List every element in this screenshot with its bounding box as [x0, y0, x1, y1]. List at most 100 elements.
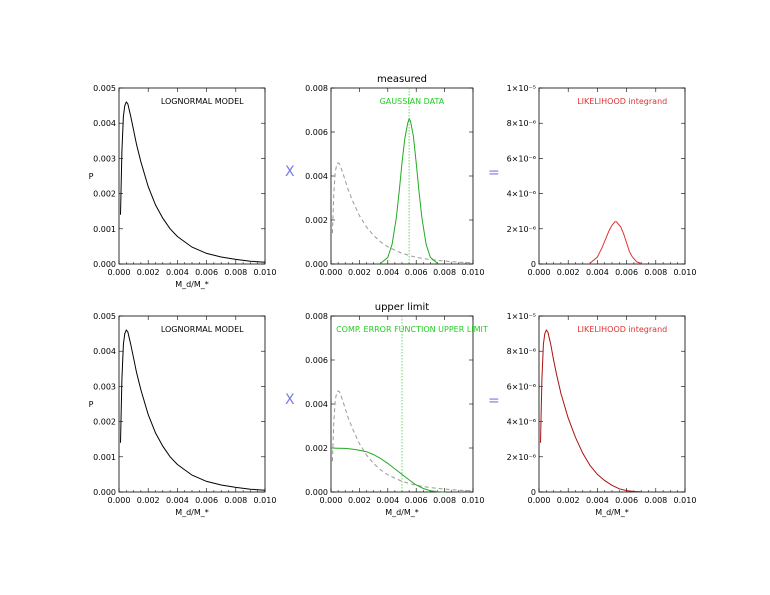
- series-line: [120, 101, 266, 263]
- y-tick-label: 0.004: [93, 119, 116, 128]
- panel-title: upper limit: [375, 302, 430, 313]
- y-tick-label: 0.000: [93, 488, 116, 497]
- series-line: [589, 221, 642, 264]
- x-tick-label: 0.000: [320, 268, 343, 277]
- x-axis-label: M_d/M_*: [175, 508, 209, 517]
- y-tick-label: 0: [531, 260, 536, 269]
- y-tick-label: 0.005: [93, 312, 116, 321]
- x-tick-label: 0.008: [224, 268, 247, 277]
- x-tick-label: 0.006: [615, 268, 638, 277]
- x-tick-label: 0.004: [586, 268, 609, 277]
- x-axis-label: M_d/M_*: [385, 508, 419, 517]
- x-tick-label: 0.004: [376, 496, 399, 505]
- x-tick-label: 0.008: [433, 268, 456, 277]
- panel-annotation: LIKELIHOOD integrand: [577, 97, 667, 106]
- x-tick-label: 0.000: [108, 496, 131, 505]
- y-tick-label: 0.006: [305, 128, 328, 137]
- x-axis-label: M_d/M_*: [595, 508, 629, 517]
- x-tick-label: 0.008: [644, 496, 667, 505]
- y-axis-label: P: [89, 172, 94, 181]
- y-tick-label: 6×10⁻⁶: [507, 154, 536, 163]
- series-line: [120, 329, 266, 491]
- y-tick-label: 8×10⁻⁶: [507, 119, 536, 128]
- panel-p6: 0.000 0.002 0.004 0.006 0.008 0.010 0 2×10⁻⁶ 4×1…: [507, 312, 697, 517]
- x-tick-label: 0.002: [557, 268, 580, 277]
- x-tick-label: 0.008: [644, 268, 667, 277]
- x-tick-label: 0.004: [166, 496, 189, 505]
- x-tick-label: 0.002: [348, 268, 371, 277]
- y-tick-label: 4×10⁻⁶: [507, 418, 536, 427]
- y-tick-label: 0.008: [305, 84, 328, 93]
- series-line: [540, 329, 642, 493]
- x-tick-label: 0.004: [376, 268, 399, 277]
- plot-frame: [118, 315, 266, 493]
- x-tick-label: 0.002: [137, 268, 160, 277]
- series-line-model-dashed: [331, 162, 474, 264]
- y-tick-label: 0.001: [93, 453, 116, 462]
- panel-p5: 0.000 0.002 0.004 0.006 0.008 0.010 0.000 0.002…: [305, 302, 488, 517]
- x-tick-label: 0.010: [674, 496, 697, 505]
- x-tick-label: 0.010: [254, 496, 277, 505]
- panel-annotation: LOGNORMAL MODEL: [161, 325, 244, 334]
- operator-equals-top: =: [488, 165, 500, 181]
- panel-title: measured: [377, 74, 427, 85]
- y-tick-label: 8×10⁻⁶: [507, 347, 536, 356]
- x-tick-label: 0.008: [433, 496, 456, 505]
- x-tick-label: 0.006: [195, 496, 218, 505]
- panel-p2: 0.000 0.002 0.004 0.006 0.008 0.010 0.000 0.002…: [305, 74, 484, 277]
- y-tick-label: 0.004: [305, 172, 328, 181]
- y-tick-label: 0.002: [305, 444, 328, 453]
- x-tick-label: 0.006: [615, 496, 638, 505]
- panel-p1: 0.000 0.002 0.004 0.006 0.008 0.010 0.000 0.001…: [89, 84, 277, 289]
- x-tick-label: 0.006: [405, 496, 428, 505]
- y-tick-label: 0.000: [93, 260, 116, 269]
- x-tick-label: 0.010: [254, 268, 277, 277]
- y-tick-label: 1×10⁻⁵: [507, 312, 536, 321]
- operator-multiply-bottom: X: [285, 392, 295, 408]
- y-tick-label: 0.002: [305, 216, 328, 225]
- y-tick-label: 0.003: [93, 382, 116, 391]
- y-tick-label: 0.004: [93, 347, 116, 356]
- y-tick-label: 0.008: [305, 312, 328, 321]
- panel-annotation: LOGNORMAL MODEL: [161, 97, 244, 106]
- y-tick-label: 2×10⁻⁶: [507, 225, 536, 234]
- x-tick-label: 0.000: [108, 268, 131, 277]
- x-tick-label: 0.006: [405, 268, 428, 277]
- x-tick-label: 0.006: [195, 268, 218, 277]
- x-tick-label: 0.010: [462, 268, 485, 277]
- plot-frame: [538, 87, 686, 265]
- y-tick-label: 0.000: [305, 260, 328, 269]
- y-tick-label: 0.002: [93, 418, 116, 427]
- panel-p3: 0.000 0.002 0.004 0.006 0.008 0.010 0 2×10⁻⁶ 4×1…: [507, 84, 697, 277]
- series-line-model-dashed: [331, 390, 474, 492]
- x-tick-label: 0.008: [224, 496, 247, 505]
- y-tick-label: 6×10⁻⁶: [507, 382, 536, 391]
- x-tick-label: 0.010: [462, 496, 485, 505]
- x-tick-label: 0.000: [528, 496, 551, 505]
- y-tick-label: 4×10⁻⁶: [507, 190, 536, 199]
- y-tick-label: 0: [531, 488, 536, 497]
- y-tick-label: 0.003: [93, 154, 116, 163]
- y-tick-label: 0.000: [305, 488, 328, 497]
- y-tick-label: 0.004: [305, 400, 328, 409]
- y-tick-label: 0.002: [93, 190, 116, 199]
- x-tick-label: 0.010: [674, 268, 697, 277]
- plot-frame: [330, 87, 474, 265]
- y-tick-label: 2×10⁻⁶: [507, 453, 536, 462]
- x-tick-label: 0.000: [528, 268, 551, 277]
- plot-frame: [538, 315, 686, 493]
- panel-annotation: LIKELIHOOD integrand: [577, 325, 667, 334]
- x-axis-label: M_d/M_*: [175, 280, 209, 289]
- y-axis-label: P: [89, 400, 94, 409]
- x-tick-label: 0.004: [586, 496, 609, 505]
- series-line: [380, 117, 438, 264]
- series-line: [330, 447, 445, 493]
- y-tick-label: 0.006: [305, 356, 328, 365]
- x-tick-label: 0.000: [320, 496, 343, 505]
- panel-p4: 0.000 0.002 0.004 0.006 0.008 0.010 0.000 0.001…: [89, 312, 277, 517]
- panel-annotation: GAUSSIAN DATA: [380, 97, 445, 106]
- x-tick-label: 0.002: [348, 496, 371, 505]
- operator-multiply-top: X: [285, 164, 295, 180]
- operator-equals-bottom: =: [488, 393, 500, 409]
